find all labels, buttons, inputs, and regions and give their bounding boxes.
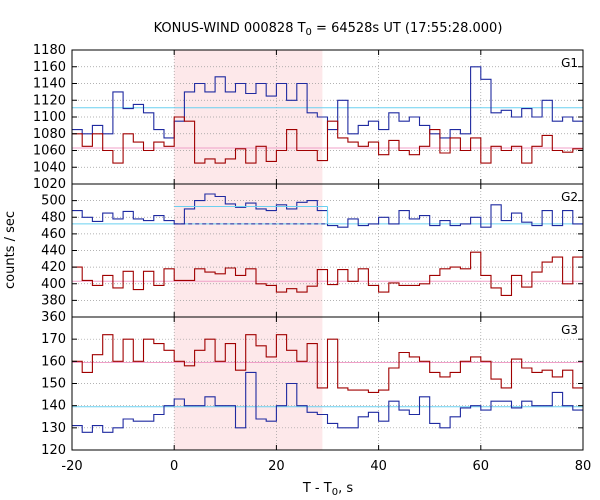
y-tick-label: 120 xyxy=(41,443,66,458)
y-tick-label: 1060 xyxy=(33,144,66,159)
chart-title-rest: = 64528s UT (17:55:28.000) xyxy=(312,21,502,36)
y-tick-label: 1100 xyxy=(33,110,66,125)
series-b-step-line xyxy=(72,116,583,164)
x-axis-label-subscript: 0 xyxy=(332,487,338,498)
y-tick-label: 1120 xyxy=(33,93,66,108)
chart-title-main: KONUS-WIND 000828 T xyxy=(154,21,306,36)
panel-label: G1 xyxy=(561,56,578,70)
highlight-interval xyxy=(174,50,323,450)
y-tick-label: 1180 xyxy=(33,43,66,58)
x-tick-label: 60 xyxy=(473,459,490,474)
y-tick-label: 1160 xyxy=(33,60,66,75)
x-tick-label: 80 xyxy=(575,459,592,474)
tick-layer: 102010401060108011001120114011601180G136… xyxy=(33,43,591,474)
panel-label: G2 xyxy=(561,190,578,204)
chart-title-subscript: 0 xyxy=(306,27,312,38)
y-tick-label: 480 xyxy=(41,210,66,225)
x-axis-label-rest: , s xyxy=(338,481,353,496)
highlight-layer xyxy=(174,50,323,450)
x-tick-label: -20 xyxy=(61,459,82,474)
series-a-step-line xyxy=(72,371,583,433)
x-tick-label: 0 xyxy=(170,459,178,474)
x-axis-label-main: T - T xyxy=(302,481,332,496)
panel-label: G3 xyxy=(561,323,578,337)
y-axis-label: counts / sec xyxy=(3,211,18,289)
x-axis-label: T - T0, s xyxy=(302,481,353,498)
series-layer xyxy=(72,66,583,433)
series-b-step-line xyxy=(72,334,583,393)
y-tick-label: 440 xyxy=(41,244,66,259)
y-tick-label: 160 xyxy=(41,354,66,369)
y-tick-label: 460 xyxy=(41,227,66,242)
y-tick-label: 500 xyxy=(41,194,66,209)
y-tick-label: 140 xyxy=(41,399,66,414)
y-tick-label: 1020 xyxy=(33,177,66,192)
y-tick-label: 360 xyxy=(41,310,66,325)
y-tick-label: 1040 xyxy=(33,160,66,175)
y-tick-label: 400 xyxy=(41,277,66,292)
chart-title: KONUS-WIND 000828 T0 = 64528s UT (17:55:… xyxy=(154,21,503,38)
x-tick-label: 40 xyxy=(370,459,387,474)
y-tick-label: 170 xyxy=(41,332,66,347)
y-tick-label: 1140 xyxy=(33,77,66,92)
series-b-step-line xyxy=(72,251,583,296)
y-tick-label: 380 xyxy=(41,293,66,308)
y-tick-label: 420 xyxy=(41,260,66,275)
x-tick-label: 20 xyxy=(268,459,285,474)
y-tick-label: 150 xyxy=(41,377,66,392)
y-tick-label: 1080 xyxy=(33,127,66,142)
y-tick-label: 130 xyxy=(41,421,66,436)
